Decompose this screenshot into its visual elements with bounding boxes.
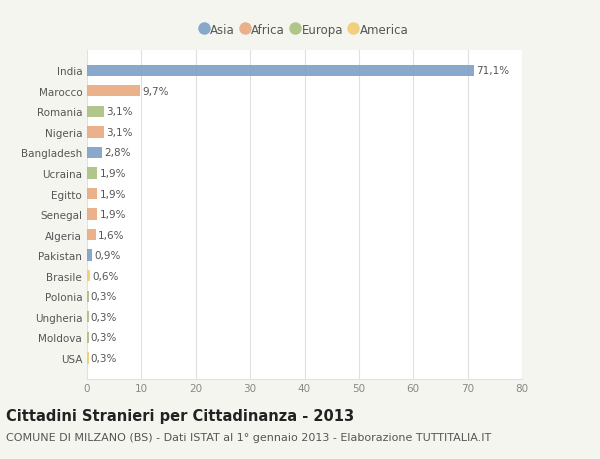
Legend: Asia, Africa, Europa, America: Asia, Africa, Europa, America [197, 20, 412, 40]
Bar [87, 332, 89, 343]
Bar [87, 168, 97, 179]
Text: 2,8%: 2,8% [104, 148, 131, 158]
Bar [87, 127, 104, 138]
Bar [87, 106, 104, 118]
Text: 0,6%: 0,6% [92, 271, 119, 281]
Text: 0,9%: 0,9% [94, 251, 121, 261]
Text: 0,3%: 0,3% [91, 333, 117, 342]
Text: COMUNE DI MILZANO (BS) - Dati ISTAT al 1° gennaio 2013 - Elaborazione TUTTITALIA: COMUNE DI MILZANO (BS) - Dati ISTAT al 1… [6, 432, 491, 442]
Text: 1,9%: 1,9% [100, 189, 126, 199]
Bar [87, 270, 90, 282]
Text: 1,9%: 1,9% [100, 210, 126, 219]
Bar [87, 209, 97, 220]
Bar [87, 147, 102, 159]
Text: 9,7%: 9,7% [142, 87, 169, 96]
Text: 0,3%: 0,3% [91, 312, 117, 322]
Bar [87, 291, 89, 302]
Bar [87, 353, 89, 364]
Bar [87, 86, 140, 97]
Bar [87, 250, 92, 261]
Bar [87, 230, 96, 241]
Text: 1,6%: 1,6% [98, 230, 124, 240]
Text: 3,1%: 3,1% [106, 128, 133, 138]
Text: 71,1%: 71,1% [476, 66, 509, 76]
Text: 0,3%: 0,3% [91, 353, 117, 363]
Text: 3,1%: 3,1% [106, 107, 133, 117]
Text: 1,9%: 1,9% [100, 168, 126, 179]
Bar [87, 312, 89, 323]
Bar [87, 189, 97, 200]
Bar [87, 65, 473, 77]
Text: Cittadini Stranieri per Cittadinanza - 2013: Cittadini Stranieri per Cittadinanza - 2… [6, 408, 354, 423]
Text: 0,3%: 0,3% [91, 291, 117, 302]
